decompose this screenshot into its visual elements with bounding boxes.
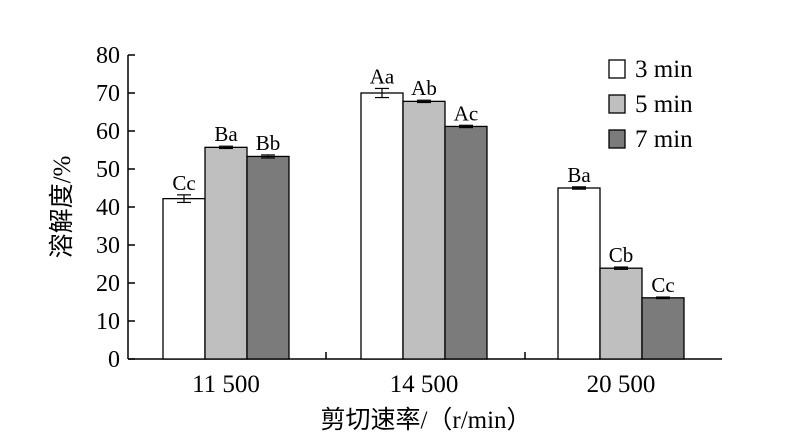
bar — [641, 297, 685, 360]
legend-label: 5 min — [635, 91, 693, 118]
x-axis-category-labels: 11 500 14 500 20 500 — [192, 371, 655, 398]
bar-significance-label: Aa — [370, 64, 395, 88]
legend-label: 3 min — [635, 56, 693, 83]
bar-significance-label: Cb — [609, 243, 634, 267]
legend: 3 min 5 min 7 min — [608, 56, 693, 153]
x-axis-title: 剪切速率/（r/min） — [320, 406, 531, 434]
bar — [599, 267, 643, 360]
x-category-label: 14 500 — [390, 371, 459, 398]
y-tick-label: 40 — [96, 195, 120, 221]
bar — [360, 92, 404, 360]
bars: Cc Aa Ba Ba Ab Cb Bb Ac Cc — [162, 64, 685, 360]
bar-significance-label: Bb — [256, 131, 281, 155]
bar — [246, 155, 290, 360]
x-category-label: 11 500 — [192, 371, 260, 398]
legend-swatch — [608, 129, 626, 149]
legend-swatch — [608, 94, 626, 114]
legend-label: 7 min — [635, 126, 693, 153]
y-tick-label: 50 — [96, 157, 120, 183]
y-tick-label: 30 — [96, 233, 120, 259]
bar-significance-label: Ba — [567, 163, 591, 187]
y-axis-ticks: 0 10 20 30 40 50 60 70 80 — [96, 43, 135, 373]
y-tick-label: 0 — [108, 347, 120, 373]
bar-significance-label: Ac — [454, 101, 479, 125]
bar — [402, 100, 446, 360]
y-tick-label: 20 — [96, 271, 120, 297]
bar — [557, 187, 601, 360]
bar-significance-label: Cc — [172, 171, 195, 195]
y-axis-title: 溶解度/% — [48, 156, 76, 259]
y-tick-label: 80 — [96, 43, 120, 69]
y-tick-label: 10 — [96, 309, 120, 335]
legend-swatch — [608, 59, 626, 79]
y-tick-label: 70 — [96, 81, 120, 107]
bar — [162, 197, 206, 360]
y-tick-label: 60 — [96, 119, 120, 145]
bar — [204, 146, 248, 360]
bar-significance-label: Ab — [411, 76, 437, 100]
x-category-label: 20 500 — [587, 371, 656, 398]
bar-significance-label: Cc — [651, 273, 674, 297]
bar-significance-label: Ba — [214, 122, 238, 146]
bar — [444, 125, 488, 360]
